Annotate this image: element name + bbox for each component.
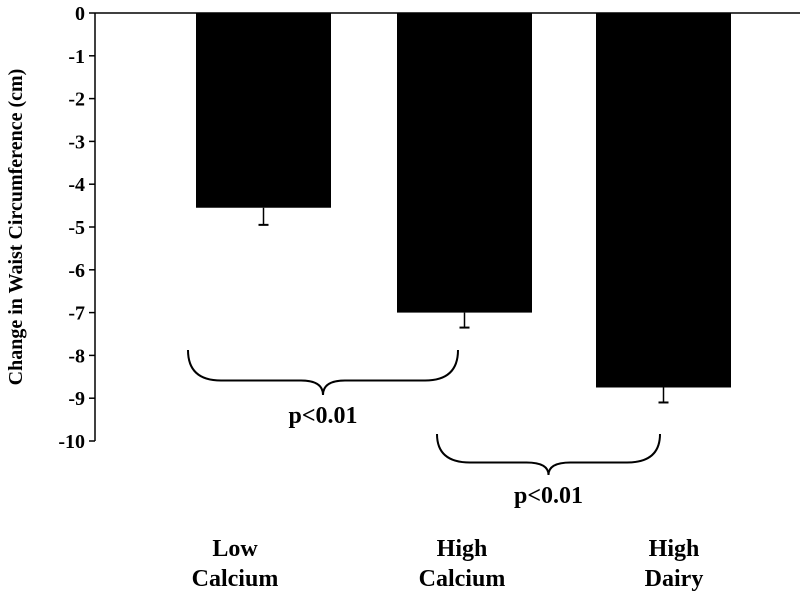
y-tick-label: -10 [58,431,85,453]
significance-label: p<0.01 [514,483,583,509]
y-tick-label: -7 [68,303,85,325]
x-tick-label: Calcium [419,566,506,592]
y-tick-label: -4 [68,174,85,196]
x-tick-label: High [649,536,700,562]
x-tick-label: Dairy [645,566,704,592]
x-tick-label: High [437,536,488,562]
y-tick-label: 0 [75,3,85,25]
y-tick-label: -5 [68,217,85,239]
significance-brace [436,433,661,476]
x-tick-label: Calcium [192,566,279,592]
y-tick-label: -1 [68,46,85,68]
bar [397,13,532,313]
y-axis-label: Change in Waist Circumference (cm) [5,69,27,386]
y-tick-label: -9 [68,388,85,410]
significance-label: p<0.01 [288,403,357,429]
significance-brace [187,349,459,396]
y-tick-label: -3 [68,131,85,153]
bar [596,13,731,388]
y-tick-label: -8 [68,345,85,367]
bar [196,13,331,208]
y-tick-label: -6 [68,260,85,282]
x-tick-label: Low [212,536,258,562]
y-tick-label: -2 [68,89,85,111]
